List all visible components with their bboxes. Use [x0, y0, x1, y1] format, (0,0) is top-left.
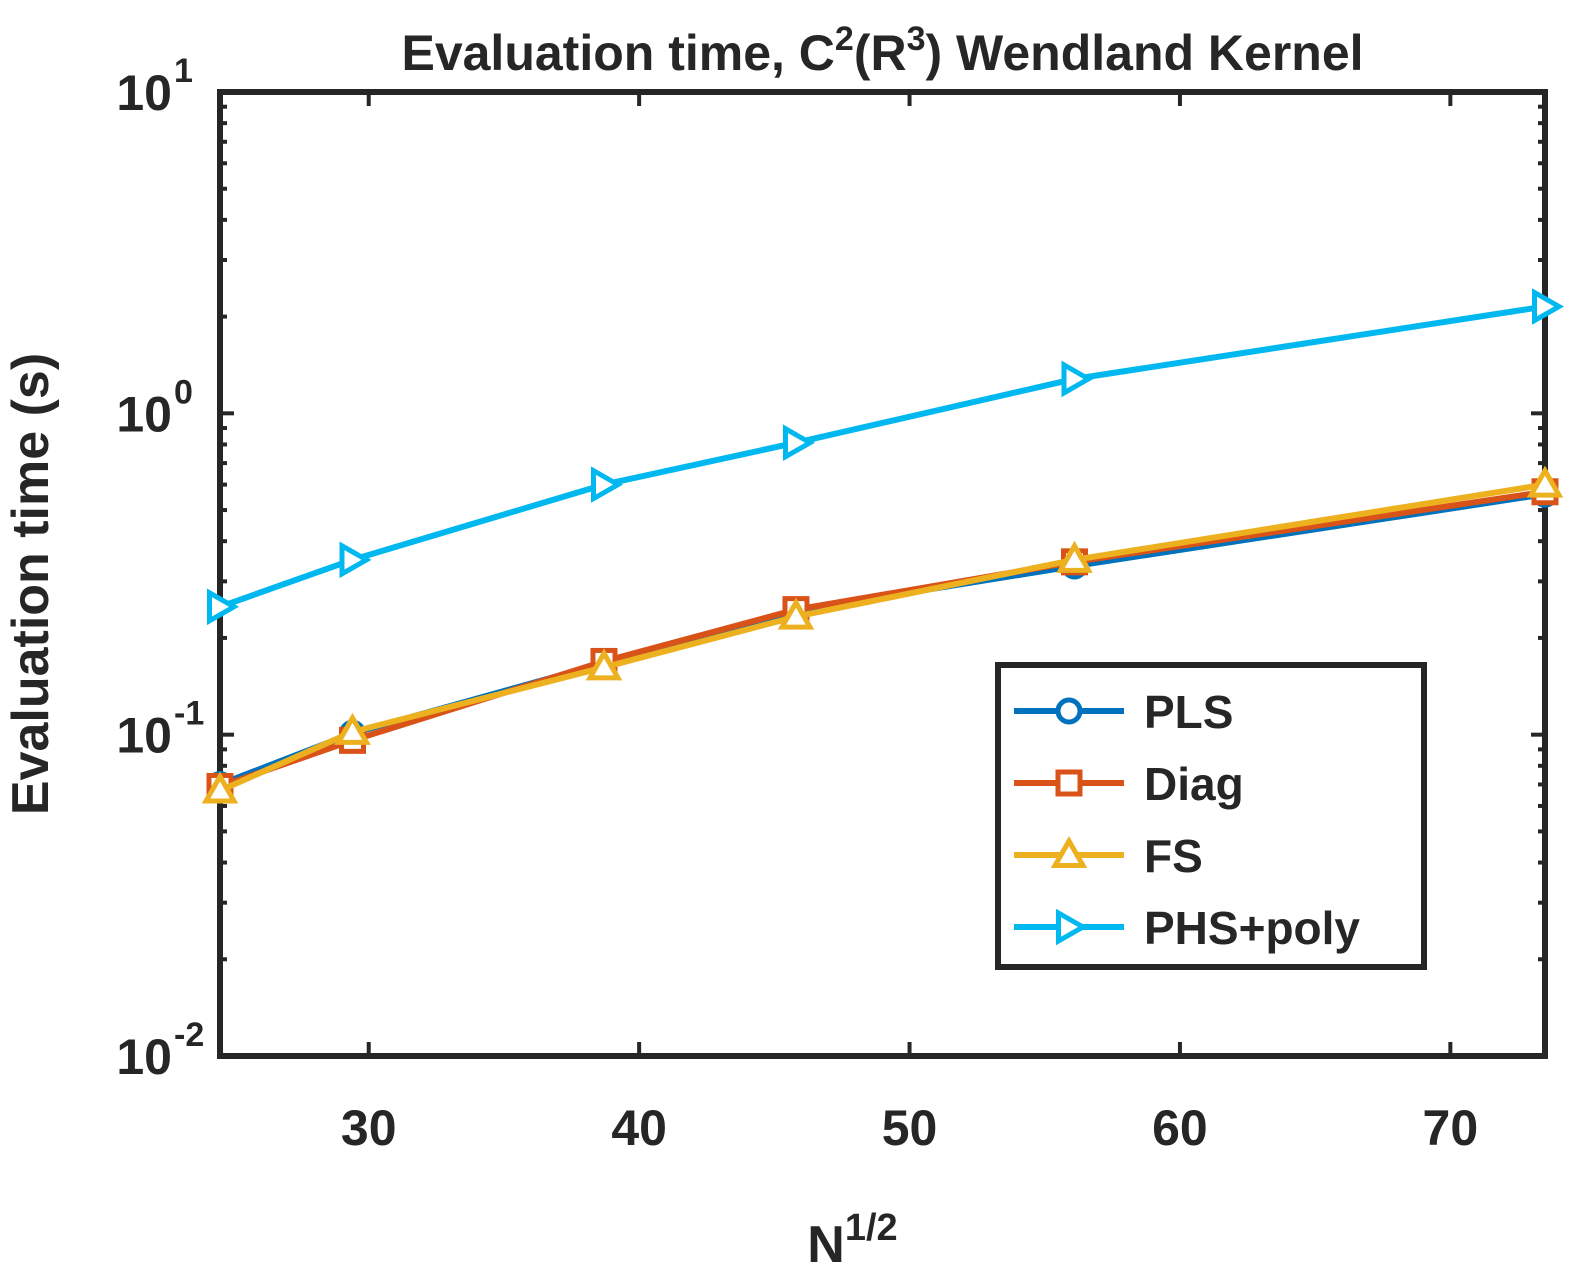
data-point-phs-poly — [1532, 288, 1565, 325]
legend-label-pls: PLS — [1144, 686, 1233, 738]
data-point-phs-poly — [1061, 360, 1094, 398]
chart-title: Evaluation time, C2(R3) Wendland Kernel — [401, 20, 1363, 81]
legend-marker-phs-poly — [1056, 908, 1089, 946]
data-point-fs — [201, 771, 239, 804]
y-tick-label: 10 — [116, 386, 172, 442]
data-point-phs-poly — [207, 588, 240, 626]
y-tick-exponent: 0 — [174, 373, 193, 411]
legend-marker-fs — [1050, 835, 1088, 868]
legend-label-phs-poly: PHS+poly — [1144, 902, 1360, 954]
y-tick-base: 10 — [116, 1029, 172, 1085]
y-tick-exponent: -2 — [174, 1016, 204, 1054]
title-superscript: 3 — [907, 20, 926, 58]
legend-marker-diag — [1055, 769, 1083, 797]
series-phs-poly — [207, 288, 1565, 626]
x-axis-label-base: N — [807, 1216, 845, 1270]
data-point-fs — [1056, 540, 1093, 573]
legend-entry-diag: Diag — [1014, 758, 1244, 810]
series-line-fs — [218, 481, 1546, 794]
y-tick-exponent: -1 — [174, 695, 204, 733]
title-part: (R — [854, 25, 907, 81]
legend-entry-fs: FS — [1014, 830, 1203, 882]
y-tick-base: 10 — [116, 65, 172, 121]
legend-entry-phs-poly: PHS+poly — [1014, 902, 1360, 954]
x-tick-label: 30 — [341, 1100, 397, 1156]
y-tick-exponent: 1 — [174, 52, 193, 90]
data-point-fs — [777, 597, 815, 630]
legend: PLS Diag FS PHS+poly — [995, 662, 1427, 970]
title-part: Evaluation time, C — [401, 25, 834, 81]
series-fs — [201, 465, 1564, 804]
title-superscript: 2 — [835, 20, 854, 58]
data-point-fs — [1526, 465, 1564, 498]
y-axis-label: Evaluation time (s) — [2, 353, 60, 815]
data-point-fs — [334, 712, 371, 745]
x-tick-label: 60 — [1152, 1100, 1208, 1156]
series-layer — [201, 288, 1565, 804]
x-tick-label: 50 — [882, 1100, 938, 1156]
y-tick-base: 10 — [116, 386, 172, 442]
legend-label-fs: FS — [1144, 830, 1203, 882]
plot-area-frame — [217, 89, 1548, 1059]
title-part: ) Wendland Kernel — [926, 25, 1364, 81]
y-tick-base: 10 — [116, 708, 172, 764]
legend-entry-pls: PLS — [1014, 686, 1233, 738]
data-point-phs-poly — [339, 541, 372, 579]
x-axis-label-superscript: 1/2 — [845, 1207, 898, 1249]
data-point-fs — [585, 648, 623, 681]
y-tick-label: 10 — [116, 1029, 172, 1085]
y-tick-label: 10 — [116, 65, 172, 121]
x-tick-label: 40 — [611, 1100, 667, 1156]
legend-label-diag: Diag — [1144, 758, 1244, 810]
data-point-phs-poly — [782, 424, 816, 462]
chart-title-layer: Evaluation time, C2(R3) Wendland Kernel — [401, 20, 1363, 81]
data-point-phs-poly — [590, 466, 624, 503]
x-tick-label: 70 — [1423, 1100, 1479, 1156]
series-line-phs-poly — [218, 303, 1546, 610]
x-axis-label: N1/2 — [807, 1207, 897, 1270]
legend-marker-pls — [1055, 697, 1083, 725]
y-tick-label: 10 — [116, 708, 172, 764]
